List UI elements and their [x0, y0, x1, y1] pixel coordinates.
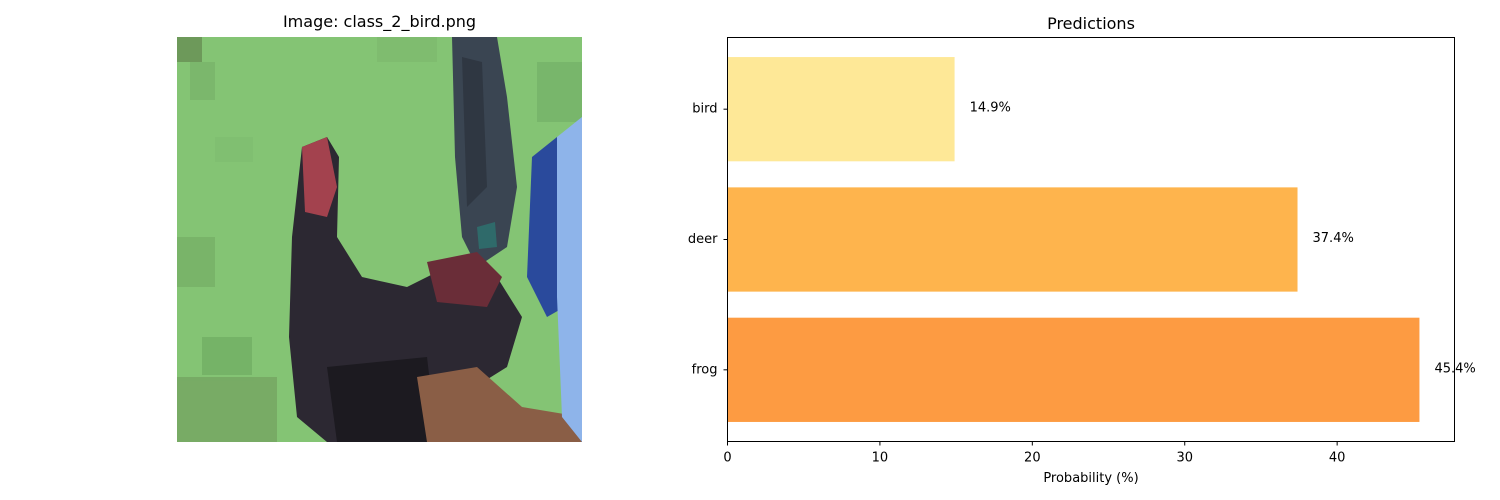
value-label-frog: 45.4%: [1434, 361, 1475, 376]
chart-title: Predictions: [1047, 14, 1135, 33]
grass-texture: [177, 37, 582, 442]
y-tick-label-frog: frog: [692, 362, 718, 377]
y-tick-label-deer: deer: [688, 232, 718, 247]
x-tick-label: 40: [1329, 451, 1346, 466]
x-tick-label: 10: [872, 451, 889, 466]
plot-frame: [727, 37, 1455, 442]
bar-deer: [727, 187, 1298, 292]
value-label-deer: 37.4%: [1313, 231, 1354, 246]
x-tick-label: 30: [1176, 451, 1193, 466]
value-label-bird: 14.9%: [970, 101, 1011, 116]
bird-body: [289, 37, 582, 442]
bar-bird: [727, 57, 955, 162]
input-image: [177, 37, 582, 442]
x-axis-label: Probability (%): [1043, 471, 1138, 486]
x-tick-label: 20: [1024, 451, 1041, 466]
bar-frog: [727, 317, 1420, 422]
y-tick-label-bird: bird: [692, 102, 717, 117]
image-title: Image: class_2_bird.png: [282, 12, 477, 31]
x-tick-label: 0: [723, 451, 731, 466]
